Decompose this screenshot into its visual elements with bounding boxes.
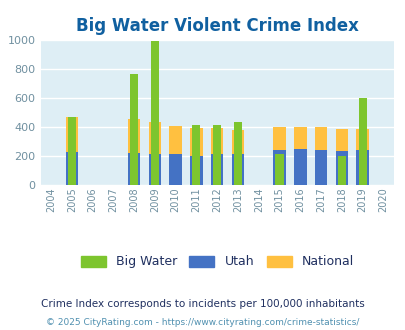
Bar (68, 117, 76, 185)
Bar (293, 149, 306, 185)
Bar (192, 125, 200, 185)
Bar (65, 117, 78, 185)
Bar (190, 156, 202, 185)
Bar (211, 153, 223, 185)
Bar (233, 122, 241, 185)
Bar (314, 127, 326, 185)
Text: Crime Index corresponds to incidents per 100,000 inhabitants: Crime Index corresponds to incidents per… (41, 299, 364, 309)
Bar (231, 153, 244, 185)
Bar (150, 41, 158, 185)
Text: © 2025 CityRating.com - https://www.cityrating.com/crime-statistics/: © 2025 CityRating.com - https://www.city… (46, 318, 359, 327)
Bar (65, 152, 78, 185)
Bar (356, 129, 368, 185)
Bar (148, 122, 161, 185)
Bar (293, 127, 306, 185)
Bar (190, 128, 202, 185)
Bar (213, 125, 221, 185)
Bar (314, 150, 326, 185)
Bar (275, 153, 283, 185)
Bar (356, 150, 368, 185)
Bar (358, 98, 366, 185)
Legend: Big Water, Utah, National: Big Water, Utah, National (74, 249, 359, 275)
Bar (148, 153, 161, 185)
Bar (273, 127, 285, 185)
Bar (169, 126, 181, 185)
Title: Big Water Violent Crime Index: Big Water Violent Crime Index (76, 17, 358, 35)
Bar (335, 151, 347, 185)
Bar (211, 128, 223, 185)
Bar (128, 119, 140, 185)
Bar (169, 153, 181, 185)
Bar (335, 129, 347, 185)
Bar (273, 150, 285, 185)
Bar (128, 153, 140, 185)
Bar (337, 156, 345, 185)
Bar (231, 130, 244, 185)
Bar (130, 74, 138, 185)
